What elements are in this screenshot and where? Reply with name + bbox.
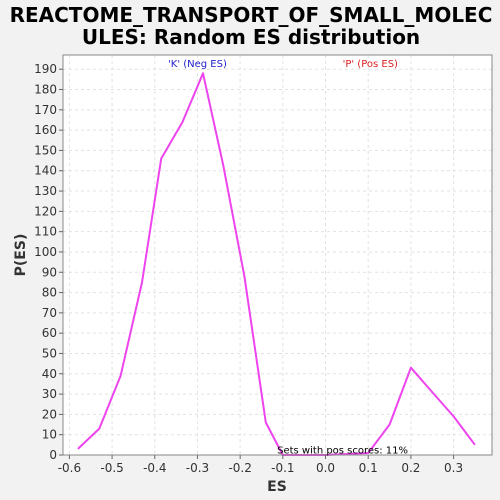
y-tick-label: 70 [42,306,57,320]
x-tick-label: -0.4 [143,461,166,475]
y-tick-label: 160 [34,123,57,137]
chart-title-line1: REACTOME_TRANSPORT_OF_SMALL_MOLEC [10,3,493,27]
series-layer [77,72,476,456]
x-axis: -0.6 -0.5 -0.4 -0.3 -0.2 -0.1 0.0 0.1 0.2 0.3 [58,455,463,475]
y-tick-label: 120 [34,204,57,218]
y-axis: 0 10 20 30 40 50 60 70 80 90 100 110 120 130 140 150 160… [34,62,63,462]
x-tick-label: 0.0 [316,461,335,475]
x-axis-label: ES [267,479,287,495]
y-tick-label: 190 [34,62,57,76]
plot-border [62,54,493,456]
y-tick-label: 110 [34,225,57,239]
pos-es-annotation: 'P' (Pos ES) [343,59,398,70]
plot-area [63,55,492,455]
x-tick-label: 0.2 [401,461,420,475]
y-tick-label: 80 [42,286,57,300]
y-tick-label: 50 [42,346,57,360]
y-tick-label: 130 [34,184,57,198]
neg-es-annotation: 'K' (Neg ES) [168,59,227,70]
x-tick-label: -0.1 [271,461,294,475]
chart-title-line2: ULES: Random ES distribution [82,25,420,49]
x-tick-label: -0.2 [228,461,251,475]
y-tick-label: 140 [34,164,57,178]
y-tick-label: 170 [34,103,57,117]
y-tick-label: 60 [42,326,57,340]
y-tick-label: 40 [42,367,57,381]
x-tick-label: -0.5 [100,461,123,475]
es-distribution-line [77,72,476,456]
x-tick-label: 0.1 [359,461,378,475]
y-axis-label: P(ES) [13,234,29,277]
y-tick-label: 180 [34,83,57,97]
y-tick-label: 10 [42,428,57,442]
y-tick-label: 30 [42,387,57,401]
x-tick-label: -0.3 [186,461,209,475]
y-tick-label: 20 [42,407,57,421]
x-tick-label: -0.6 [58,461,81,475]
y-tick-label: 90 [42,265,57,279]
x-tick-label: 0.3 [444,461,463,475]
pos-scores-annotation: Sets with pos scores: 11% [277,445,408,456]
y-tick-label: 100 [34,245,57,259]
y-tick-label: 0 [49,448,57,462]
y-tick-label: 150 [34,143,57,157]
